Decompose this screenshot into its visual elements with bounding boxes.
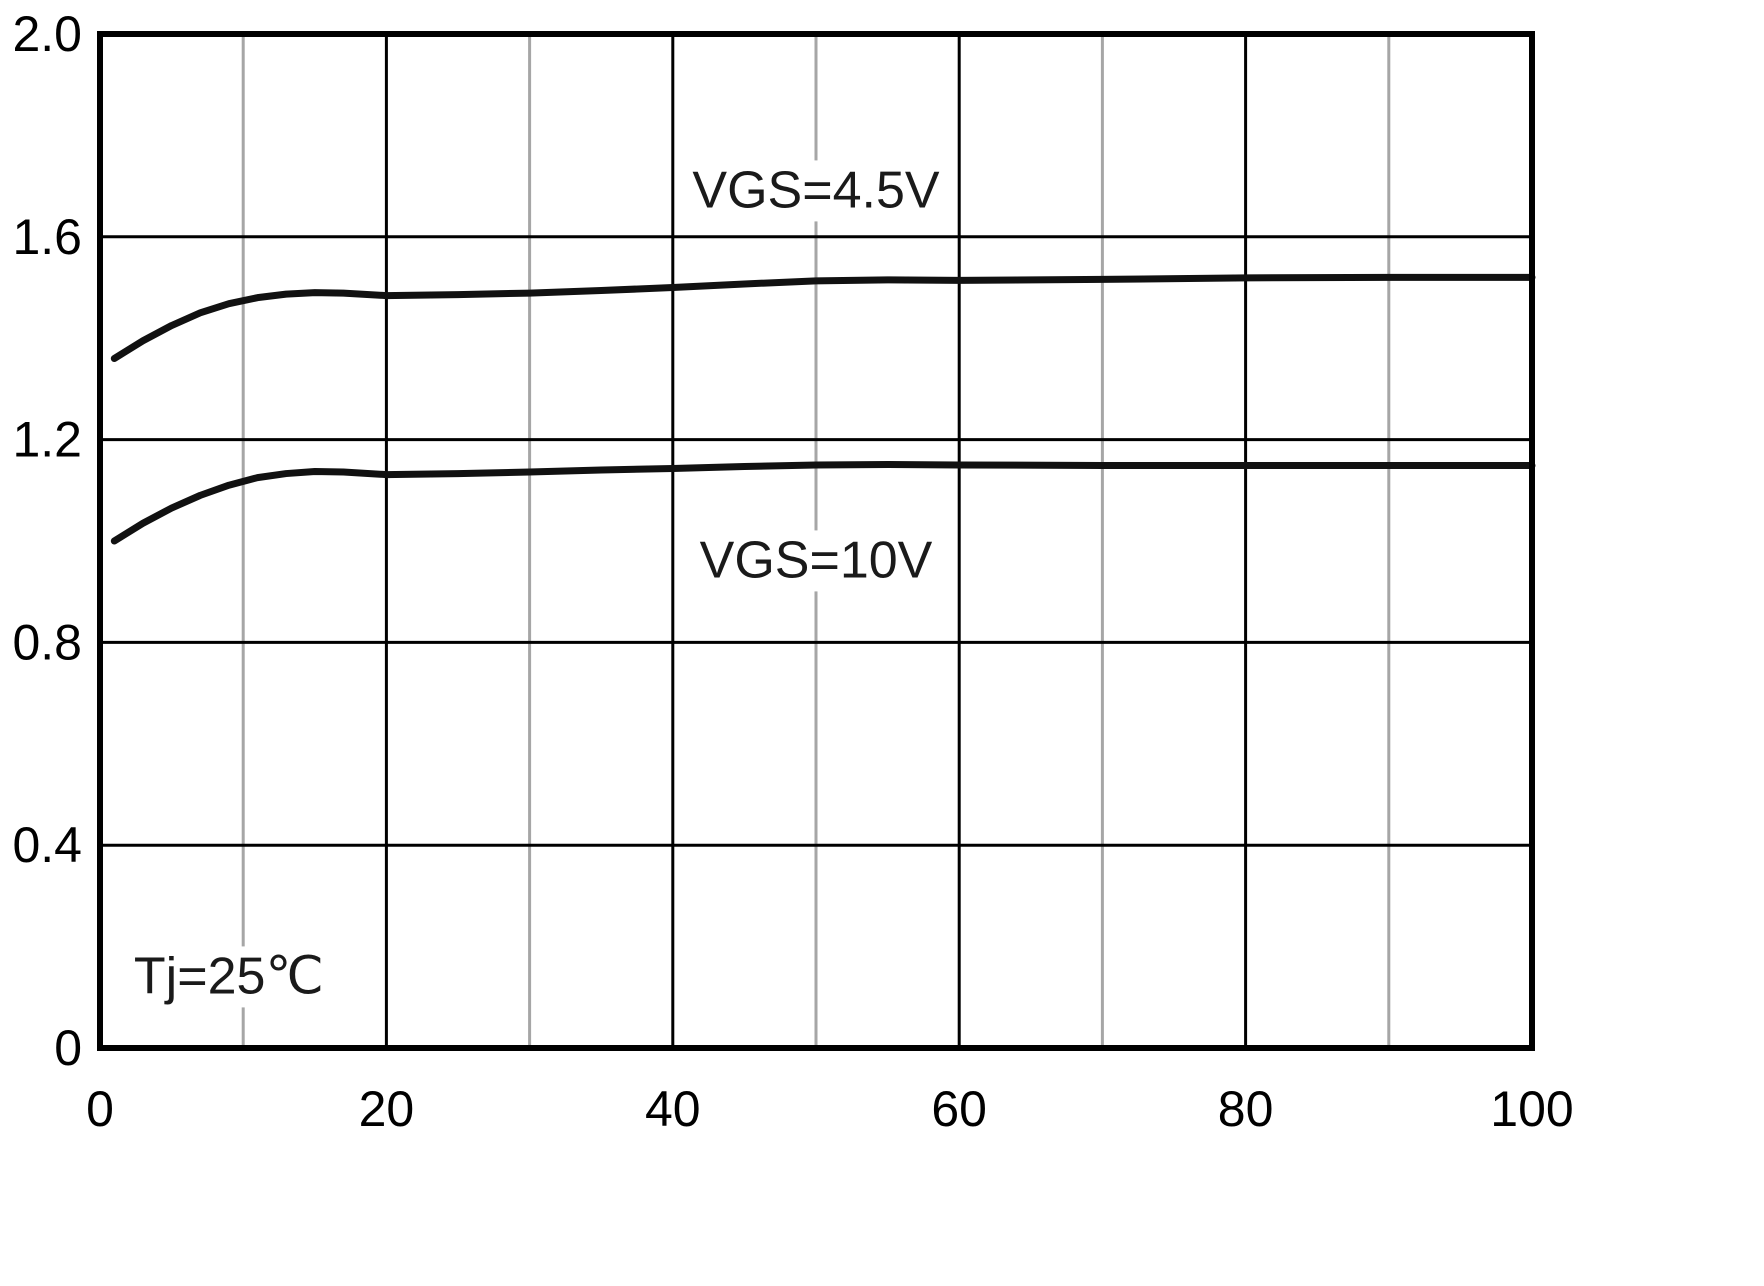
series-label-vgs-10v: VGS=10V	[691, 530, 941, 592]
curve-vgs-4-5v	[110, 273, 1536, 362]
x-tick-label: 0	[86, 1081, 114, 1137]
y-tick-label: 0.4	[12, 817, 82, 873]
y-tick-label: 2.0	[12, 6, 82, 62]
x-tick-label: 100	[1490, 1081, 1573, 1137]
x-tick-label: 80	[1218, 1081, 1274, 1137]
y-tick-label: 0.8	[12, 614, 82, 670]
y-tick-label: 0	[54, 1020, 82, 1076]
plot-border	[97, 31, 1535, 1051]
x-tick-label: 20	[359, 1081, 415, 1137]
series-label-vgs-4-5v: VGS=4.5V	[684, 160, 948, 222]
x-tick-label: 40	[645, 1081, 701, 1137]
y-tick-label: 1.2	[12, 412, 82, 468]
condition-label-tj: Tj=25℃	[125, 946, 332, 1008]
curve-vgs-10v	[110, 460, 1536, 545]
x-tick-label: 60	[931, 1081, 987, 1137]
y-tick-label: 1.6	[12, 209, 82, 265]
